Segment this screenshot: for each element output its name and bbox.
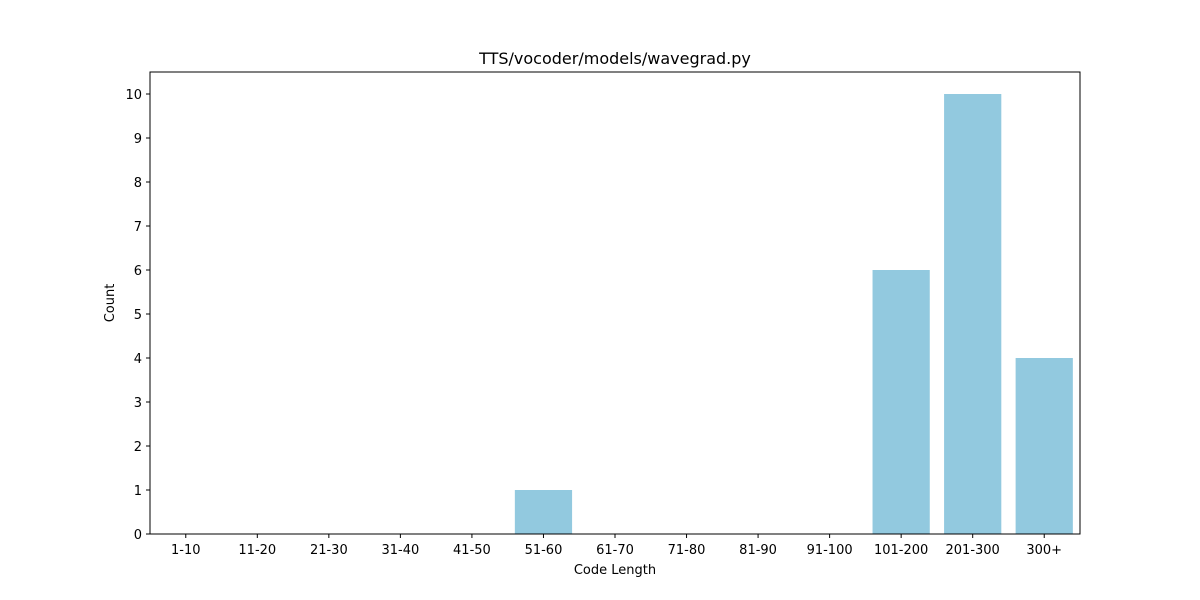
x-tick-label: 300+	[1026, 543, 1062, 558]
x-tick-label: 91-100	[807, 543, 853, 558]
x-tick-label: 61-70	[596, 543, 634, 558]
x-axis: 1-10 11-20 21-30 31-40 41-50 51-60 61-70 71-80 8…	[171, 534, 1062, 558]
y-tick-label: 3	[134, 396, 142, 411]
y-tick-label: 7	[134, 220, 142, 235]
y-axis: 0 1 2 3 4 5 6 7 8 9 10	[125, 88, 150, 543]
bar-101-200	[872, 270, 930, 534]
bar-201-300	[944, 94, 1002, 534]
y-tick-label: 1	[134, 484, 142, 499]
x-tick-label: 1-10	[171, 543, 201, 558]
y-tick-label: 5	[134, 308, 142, 323]
chart-title: TTS/vocoder/models/wavegrad.py	[478, 49, 751, 68]
y-tick-label: 9	[134, 132, 142, 147]
x-tick-label: 81-90	[739, 543, 777, 558]
x-tick-label: 71-80	[668, 543, 706, 558]
x-tick-label: 51-60	[525, 543, 563, 558]
y-tick-label: 6	[134, 264, 142, 279]
bar-51-60	[514, 490, 573, 534]
x-tick-label: 11-20	[238, 543, 276, 558]
x-tick-label: 41-50	[453, 543, 491, 558]
y-tick-label: 4	[134, 352, 142, 367]
bar-300+	[1015, 358, 1073, 534]
x-tick-label: 201-300	[946, 543, 1000, 558]
bars-group	[514, 94, 1073, 534]
plot-frame	[149, 71, 1081, 535]
x-tick-label: 101-200	[874, 543, 928, 558]
x-tick-label: 21-30	[310, 543, 348, 558]
y-axis-label: Count	[103, 284, 118, 323]
x-axis-label: Code Length	[574, 563, 656, 578]
y-tick-label: 8	[134, 176, 142, 191]
y-tick-label: 10	[125, 88, 142, 103]
y-tick-label: 0	[134, 528, 142, 543]
y-tick-label: 2	[134, 440, 142, 455]
x-tick-label: 31-40	[381, 543, 419, 558]
